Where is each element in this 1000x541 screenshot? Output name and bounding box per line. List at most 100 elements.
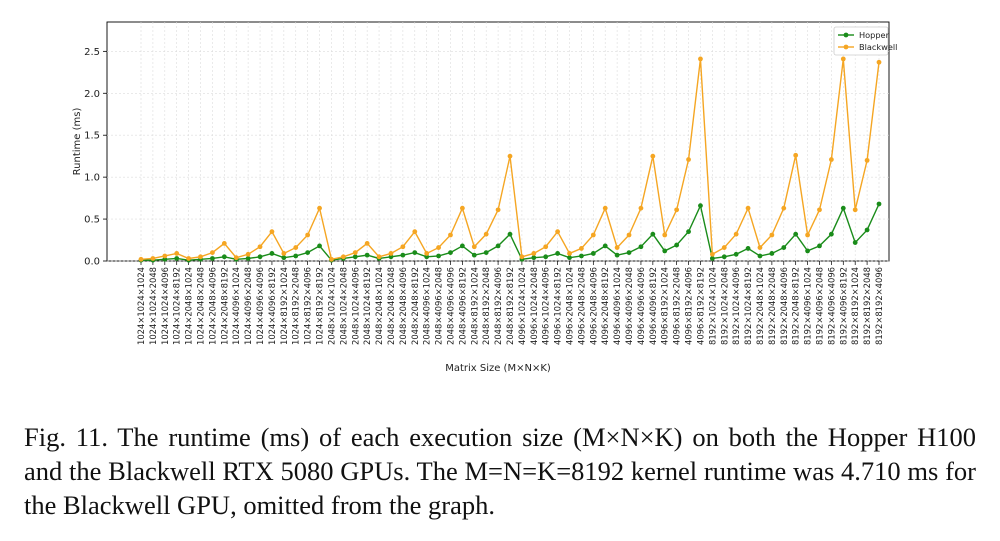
data-point-hopper: [352, 254, 358, 260]
x-tick-label: 8192×4096×4096: [826, 267, 836, 345]
x-tick-label: 4096×4096×8192: [648, 267, 658, 345]
x-tick-label: 4096×1024×8192: [553, 267, 563, 345]
data-point-blackwell: [400, 244, 406, 250]
x-tick-label: 1024×8192×2048: [291, 267, 301, 345]
data-point-blackwell: [221, 240, 227, 246]
data-point-blackwell: [793, 152, 799, 158]
data-point-blackwell: [650, 153, 656, 159]
data-point-blackwell: [459, 205, 465, 211]
data-point-hopper: [293, 253, 299, 259]
data-point-blackwell: [471, 244, 477, 250]
data-point-hopper: [174, 256, 180, 261]
x-tick-label: 8192×2048×2048: [767, 267, 777, 345]
data-point-blackwell: [638, 205, 644, 211]
x-tick-label: 8192×4096×2048: [814, 267, 824, 345]
data-point-hopper: [424, 254, 430, 260]
data-point-blackwell: [686, 157, 691, 162]
x-tick-label: 4096×1024×1024: [517, 267, 527, 345]
x-tick-label: 8192×1024×4096: [731, 267, 741, 345]
data-point-blackwell: [579, 246, 584, 251]
x-tick-label: 1024×8192×8192: [315, 267, 325, 345]
y-axis-label: Runtime (ms): [72, 108, 83, 176]
x-tick-label: 2048×1024×2048: [338, 267, 348, 345]
x-tick-label: 4096×4096×2048: [624, 267, 634, 345]
data-point-blackwell: [210, 250, 215, 256]
data-point-hopper: [579, 253, 584, 259]
x-tick-label: 1024×8192×4096: [303, 267, 313, 345]
data-point-hopper: [567, 255, 572, 261]
y-tick-label: 1.5: [84, 131, 100, 142]
data-point-blackwell: [757, 245, 763, 250]
x-tick-label: 2048×4096×2048: [434, 267, 444, 345]
data-point-blackwell: [162, 253, 168, 259]
data-point-hopper: [305, 250, 311, 256]
x-tick-label: 8192×1024×8192: [743, 267, 753, 345]
data-point-blackwell: [436, 245, 441, 250]
x-tick-label: 1024×4096×2048: [243, 267, 253, 345]
legend: Hopper Blackwell: [833, 26, 897, 56]
x-tick-label: 8192×1024×1024: [707, 267, 717, 345]
x-tick-label: 2048×1024×1024: [326, 267, 336, 345]
data-point-blackwell: [376, 254, 382, 260]
data-point-blackwell: [817, 207, 822, 213]
data-point-hopper: [686, 229, 691, 235]
y-axis: 0.0 0.5 1.0 1.5 2.0 2.5: [84, 47, 107, 268]
data-point-hopper: [269, 251, 275, 256]
data-point-hopper: [852, 240, 858, 245]
data-point-blackwell: [412, 229, 418, 235]
data-point-hopper: [674, 242, 680, 248]
y-tick-label: 0.0: [84, 257, 100, 268]
x-tick-label: 4096×8192×2048: [672, 267, 682, 345]
data-point-hopper: [745, 246, 751, 251]
x-tick-label: 2048×2048×4096: [398, 267, 408, 345]
data-point-blackwell: [769, 232, 775, 238]
x-tick-label: 1024×2048×8192: [219, 267, 229, 345]
data-point-blackwell: [233, 255, 239, 261]
data-point-hopper: [210, 256, 215, 261]
data-point-hopper: [638, 244, 644, 250]
data-point-blackwell: [329, 256, 334, 262]
data-point-hopper: [626, 250, 632, 256]
data-point-blackwell: [698, 56, 703, 62]
x-tick-label: 1024×8192×1024: [279, 267, 289, 345]
data-point-hopper: [662, 248, 668, 254]
data-point-hopper: [281, 255, 287, 261]
runtime-chart: 0.00.51.01.52.02.5 1024×1024×1024 1024×10…: [72, 21, 897, 374]
data-point-hopper: [388, 254, 394, 260]
x-tick-label: 4096×2048×1024: [565, 267, 575, 345]
x-tick-label: 1024×2048×4096: [207, 267, 217, 345]
x-tick-label: 8192×2048×1024: [755, 267, 765, 345]
x-tick-label: 4096×4096×1024: [612, 267, 622, 345]
data-point-blackwell: [305, 232, 311, 238]
x-tick-label: 1024×4096×1024: [231, 267, 241, 345]
data-point-blackwell: [293, 245, 299, 250]
data-point-hopper: [555, 251, 561, 256]
data-point-blackwell: [269, 229, 275, 235]
data-point-hopper: [507, 231, 513, 237]
x-tick-label: 4096×8192×8192: [695, 267, 705, 345]
data-point-hopper: [840, 205, 846, 211]
x-tick-label: 8192×1024×2048: [719, 267, 729, 345]
data-point-blackwell: [614, 245, 620, 250]
data-point-blackwell: [733, 231, 739, 237]
data-point-blackwell: [448, 232, 453, 238]
x-tick-label: 1024×4096×4096: [255, 267, 265, 345]
x-tick-label: 8192×8192×4096: [874, 267, 884, 345]
series-lines: [138, 56, 882, 263]
data-point-hopper: [793, 231, 799, 237]
plot-area: [106, 21, 890, 262]
data-point-hopper: [400, 252, 406, 258]
data-point-hopper: [781, 245, 787, 250]
x-tick-label: 8192×4096×1024: [803, 267, 813, 345]
data-point-blackwell: [174, 251, 180, 256]
x-axis-label: Matrix Size (M×N×K): [445, 363, 551, 374]
x-axis: 1024×1024×1024 1024×1024×2048 1024×1024×40…: [136, 261, 884, 345]
data-point-hopper: [495, 243, 501, 249]
data-point-blackwell: [828, 157, 834, 162]
data-point-blackwell: [424, 251, 430, 256]
data-point-blackwell: [626, 232, 632, 238]
data-point-blackwell: [721, 245, 727, 250]
x-tick-label: 2048×1024×8192: [362, 267, 372, 345]
data-point-hopper: [614, 252, 620, 258]
data-point-hopper: [864, 227, 870, 233]
